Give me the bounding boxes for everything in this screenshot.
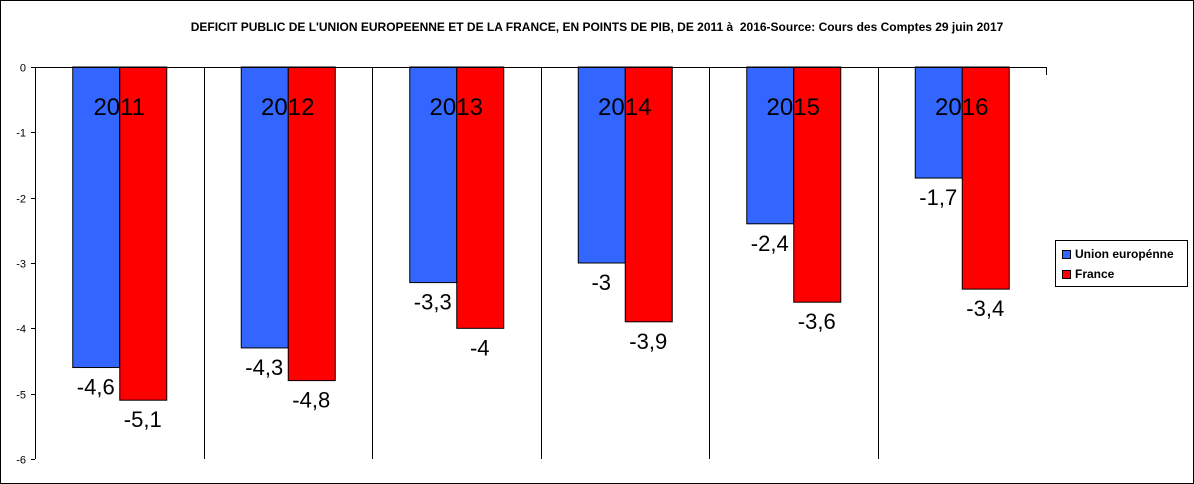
bar-france-2015 [793,66,842,303]
data-label-france-2014: -3,9 [629,329,667,354]
bar-france-2014 [624,66,673,323]
data-label-eu-2012: -4,3 [245,355,283,380]
legend-swatch-france [1062,269,1071,279]
y-tick-label: -6 [16,455,26,467]
legend: Union europénne France [1055,240,1188,287]
bar-eu-2015 [746,66,795,225]
bar-france-2012 [287,66,336,382]
chart-title: DEFICIT PUBLIC DE L'UNION EUROPEENNE ET … [190,20,1004,34]
bar-eu-2016 [914,66,963,179]
category-label-2013: 2013 [430,94,483,121]
data-label-france-2012: -4,8 [292,388,330,413]
legend-item-france: France [1062,266,1114,282]
category-label-2014: 2014 [598,94,651,121]
y-tick-label: -3 [16,259,26,271]
category-label-2011: 2011 [93,94,145,121]
legend-item-eu: Union europénne [1062,246,1174,262]
category-label-2012: 2012 [261,94,314,121]
data-label-eu-2015: -2,4 [751,231,789,256]
data-label-eu-2011: -4,6 [77,375,115,400]
y-tick-label: -4 [16,324,26,336]
data-label-eu-2016: -1,7 [919,185,957,210]
bar-france-2013 [456,66,505,329]
data-label-france-2016: -3,4 [966,296,1004,321]
data-label-france-2015: -3,6 [798,309,836,334]
legend-label-france: France [1075,267,1115,281]
legend-swatch-eu [1062,249,1071,259]
legend-label-eu: Union europénne [1075,247,1174,261]
category-label-2015: 2015 [767,94,820,121]
data-label-france-2011: -5,1 [124,407,162,432]
bar-eu-2012 [240,66,289,349]
category-label-2016: 2016 [935,94,988,121]
y-tick-label: -2 [16,194,26,206]
y-tick-label: 0 [20,63,26,75]
data-label-eu-2013: -3,3 [414,290,452,315]
y-tick-label: -1 [16,128,26,140]
data-label-france-2013: -4 [470,335,490,360]
bar-france-2011 [119,66,168,401]
data-label-eu-2014: -3 [591,270,611,295]
y-tick-label: -5 [16,390,26,402]
bar-eu-2013 [409,66,458,284]
